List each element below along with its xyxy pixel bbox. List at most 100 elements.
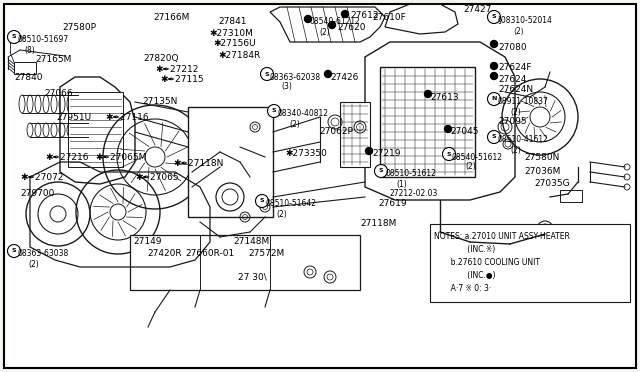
- Text: 08363-62038: 08363-62038: [270, 73, 321, 81]
- Text: 08363-63038: 08363-63038: [17, 250, 68, 259]
- Text: b.27610 COOLING UNIT: b.27610 COOLING UNIT: [434, 258, 540, 267]
- Circle shape: [260, 67, 273, 80]
- Text: S: S: [265, 71, 269, 77]
- Text: 27066: 27066: [44, 90, 72, 99]
- Text: 27166M: 27166M: [153, 13, 189, 22]
- Circle shape: [305, 16, 312, 22]
- FancyBboxPatch shape: [188, 107, 273, 217]
- Circle shape: [488, 10, 500, 23]
- Text: ⟨2⟩: ⟨2⟩: [513, 26, 524, 35]
- Text: (INC.※): (INC.※): [434, 245, 495, 254]
- Text: 08510-51612: 08510-51612: [385, 170, 436, 179]
- Text: 279700: 279700: [20, 189, 54, 199]
- Text: 08510-51697: 08510-51697: [17, 35, 68, 45]
- Text: S: S: [379, 169, 383, 173]
- Circle shape: [268, 105, 280, 118]
- Text: (8): (8): [24, 45, 35, 55]
- Text: 08911-10837: 08911-10837: [498, 97, 549, 106]
- Text: 27 30\: 27 30\: [238, 273, 267, 282]
- FancyBboxPatch shape: [4, 4, 636, 368]
- Text: (2): (2): [319, 28, 330, 36]
- Text: 27080: 27080: [498, 42, 527, 51]
- Text: S: S: [492, 15, 496, 19]
- Text: 27572M: 27572M: [248, 250, 284, 259]
- Text: (2): (2): [28, 260, 39, 269]
- Text: 27219: 27219: [372, 150, 401, 158]
- Text: (3): (3): [281, 83, 292, 92]
- Text: 27427: 27427: [463, 4, 492, 13]
- Circle shape: [8, 31, 20, 44]
- Text: 27095: 27095: [498, 118, 527, 126]
- Text: (2): (2): [276, 209, 287, 218]
- Circle shape: [8, 244, 20, 257]
- Text: N: N: [492, 96, 497, 102]
- FancyBboxPatch shape: [340, 102, 370, 167]
- Circle shape: [490, 134, 497, 141]
- Text: 27624N: 27624N: [498, 84, 533, 93]
- Circle shape: [442, 148, 456, 160]
- Text: 27148M: 27148M: [233, 237, 269, 247]
- Text: 08340-40812: 08340-40812: [277, 109, 328, 119]
- Text: 27660R-01: 27660R-01: [185, 250, 234, 259]
- Circle shape: [255, 195, 269, 208]
- FancyBboxPatch shape: [430, 224, 630, 302]
- Text: 27118M: 27118M: [360, 219, 396, 228]
- Text: 27612: 27612: [350, 12, 378, 20]
- Text: 27135N: 27135N: [142, 97, 177, 106]
- Text: 27580N: 27580N: [524, 153, 559, 161]
- Text: 27165M: 27165M: [35, 55, 72, 64]
- Circle shape: [490, 62, 497, 70]
- Circle shape: [488, 93, 500, 106]
- Circle shape: [488, 131, 500, 144]
- Text: (1): (1): [396, 180, 407, 189]
- Circle shape: [445, 151, 452, 157]
- Text: 27610F: 27610F: [372, 13, 406, 22]
- Text: 27624F: 27624F: [498, 62, 531, 71]
- Text: 27149: 27149: [133, 237, 161, 247]
- Text: A·7 ※ 0: 3·: A·7 ※ 0: 3·: [434, 284, 492, 293]
- Text: NOTES: a.27010 UNIT ASSY-HEATER: NOTES: a.27010 UNIT ASSY-HEATER: [434, 232, 570, 241]
- Text: 27619: 27619: [378, 199, 406, 208]
- Circle shape: [365, 148, 372, 154]
- Text: 27035G: 27035G: [534, 180, 570, 189]
- Text: ✱✒27212: ✱✒27212: [155, 64, 198, 74]
- Text: 27580P: 27580P: [62, 22, 96, 32]
- Circle shape: [490, 41, 497, 48]
- FancyBboxPatch shape: [130, 235, 360, 290]
- Text: (2): (2): [510, 108, 521, 116]
- Text: ✱✒27115: ✱✒27115: [160, 74, 204, 83]
- Text: 27062P: 27062P: [319, 128, 353, 137]
- Text: (2): (2): [510, 145, 521, 154]
- Circle shape: [328, 22, 335, 29]
- Text: (INC.●): (INC.●): [434, 271, 495, 280]
- Circle shape: [271, 108, 278, 115]
- Text: 27624: 27624: [498, 74, 526, 83]
- Text: §08310-52014: §08310-52014: [498, 16, 553, 25]
- Circle shape: [324, 71, 332, 77]
- Circle shape: [490, 73, 497, 80]
- Text: 27045: 27045: [450, 128, 479, 137]
- Text: 27951U: 27951U: [56, 112, 91, 122]
- Text: 27036M: 27036M: [524, 167, 561, 176]
- Text: S: S: [492, 135, 496, 140]
- FancyBboxPatch shape: [560, 190, 582, 202]
- Text: (2): (2): [289, 119, 300, 128]
- Text: (2): (2): [465, 163, 476, 171]
- Text: 08510-51642: 08510-51642: [265, 199, 316, 208]
- Text: 08540-61212: 08540-61212: [309, 17, 360, 26]
- Text: ✱✒27216: ✱✒27216: [45, 153, 88, 161]
- Text: ✱✒27116: ✱✒27116: [105, 112, 148, 122]
- Circle shape: [424, 90, 431, 97]
- Text: ✱27156U: ✱27156U: [213, 39, 255, 48]
- Circle shape: [374, 164, 387, 177]
- Text: ✱✒27065M: ✱✒27065M: [95, 153, 147, 161]
- Text: 27420R: 27420R: [147, 250, 182, 259]
- Text: S: S: [12, 35, 16, 39]
- Text: 27620: 27620: [337, 23, 365, 32]
- Text: 27613: 27613: [430, 93, 459, 102]
- Text: S: S: [260, 199, 264, 203]
- Text: 08540-51612: 08540-51612: [452, 153, 503, 161]
- Text: S: S: [272, 109, 276, 113]
- Text: 08510-41612: 08510-41612: [498, 135, 549, 144]
- FancyBboxPatch shape: [380, 67, 475, 177]
